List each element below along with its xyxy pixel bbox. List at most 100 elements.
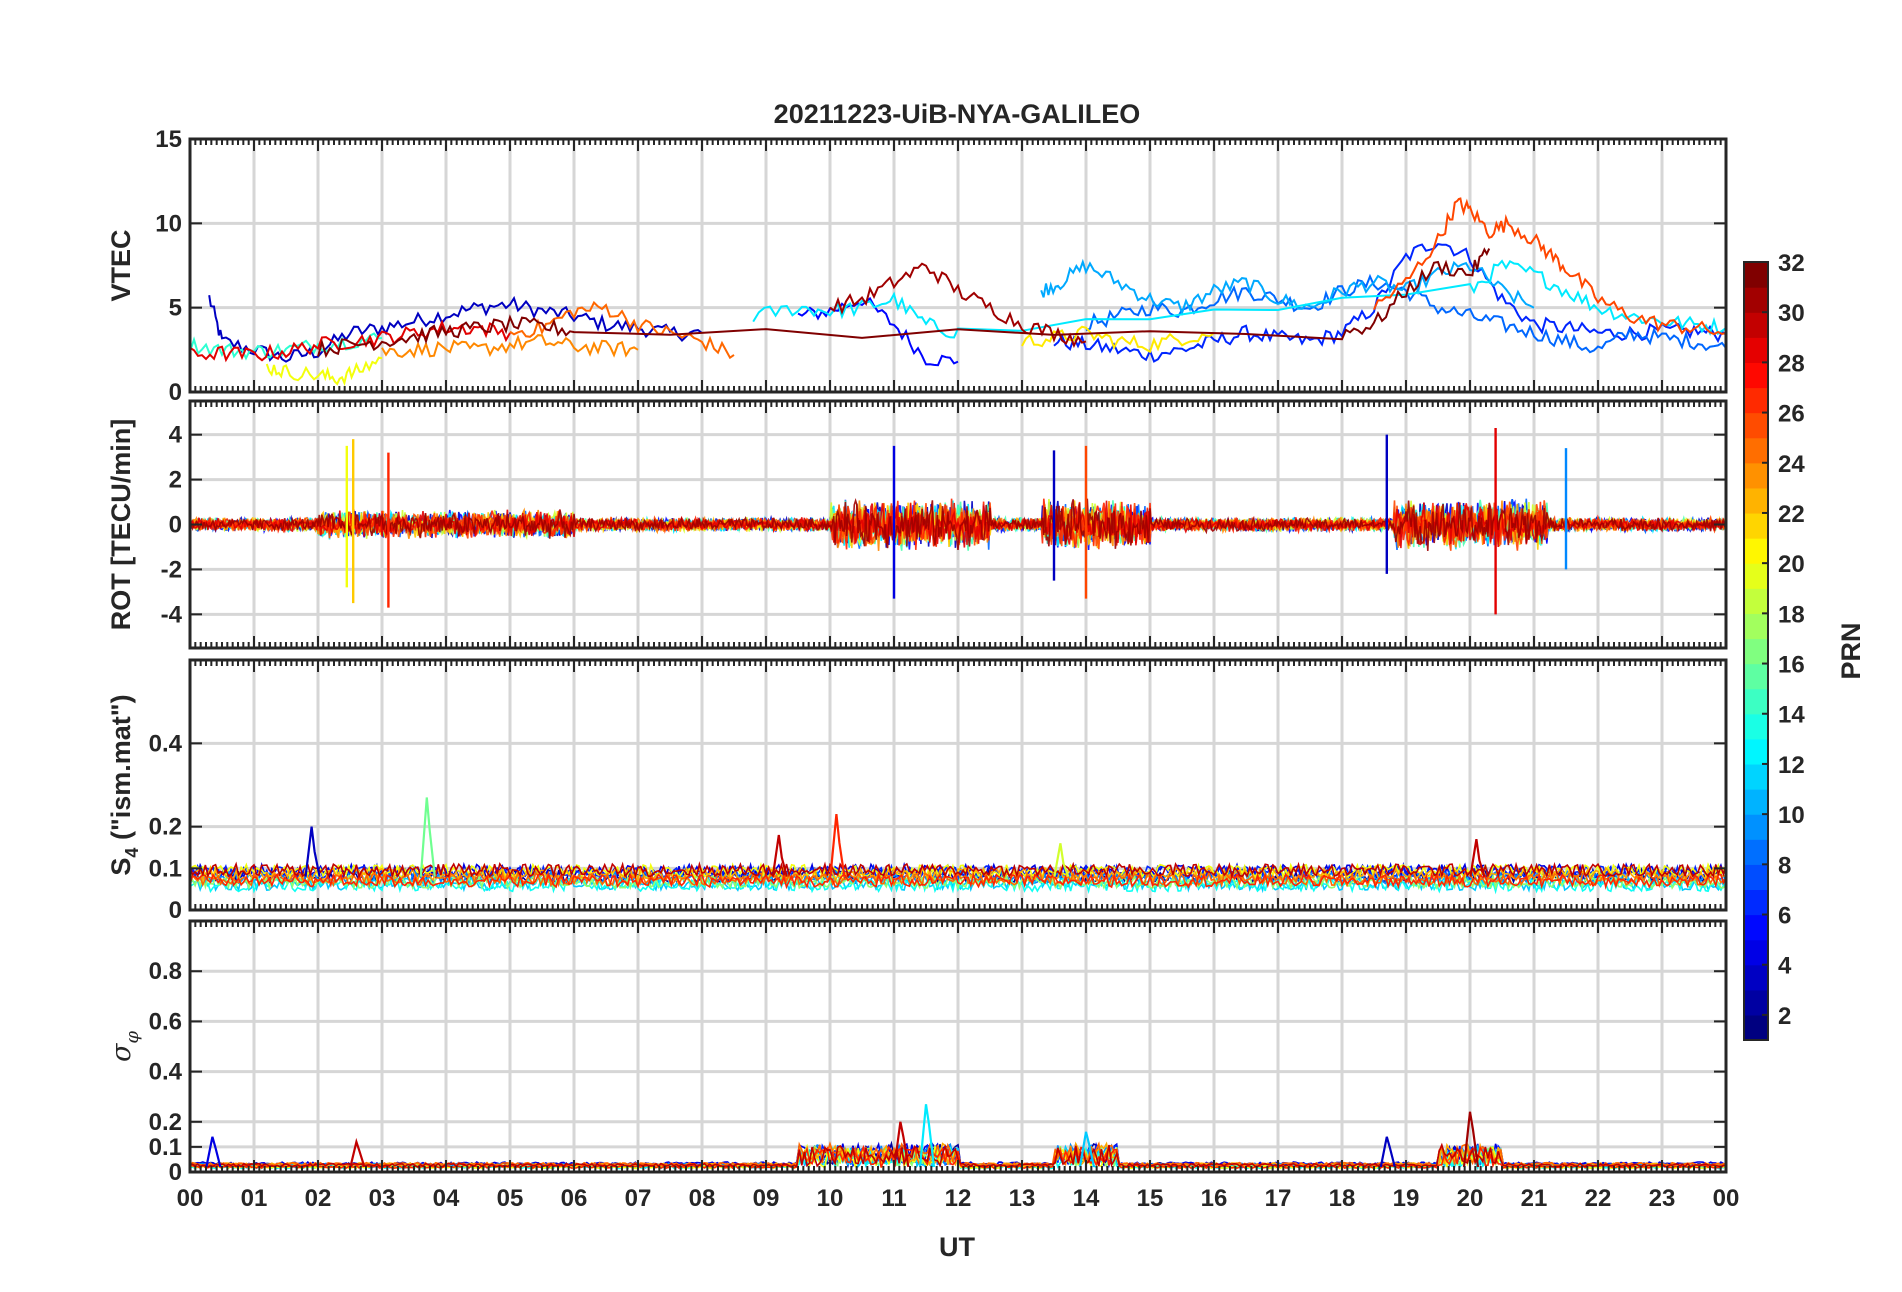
vtec-series-prn-6 [1053, 243, 1726, 363]
colorbar-swatch [1744, 939, 1768, 966]
colorbar-swatch [1744, 1014, 1768, 1041]
colorbar-tick-label: 22 [1778, 501, 1805, 528]
colorbar-tick-label: 12 [1778, 752, 1805, 779]
vtec-series-prn-25 [509, 300, 735, 360]
y-tick-label: 0.4 [149, 1059, 183, 1086]
colorbar-tick-label: 8 [1778, 852, 1791, 879]
ticks-sigma [189, 921, 1727, 1173]
colorbar-swatch [1744, 287, 1768, 313]
colorbar-swatch [1744, 588, 1768, 614]
x-tick-label: 16 [1201, 1185, 1228, 1212]
y-tick-label: 0.6 [149, 1008, 182, 1035]
grid-s4 [188, 660, 1728, 912]
x-tick-label: 22 [1585, 1185, 1612, 1212]
y-tick-label: 0 [169, 379, 182, 406]
y-tick-label: 4 [169, 422, 183, 449]
x-tick-label: 20 [1457, 1185, 1484, 1212]
colorbar-tick-label: 32 [1778, 250, 1805, 277]
colorbar-swatch [1744, 512, 1768, 539]
rot-series-prn-31 [190, 498, 1726, 551]
colorbar-swatch [1744, 312, 1768, 338]
colorbar-tick-label: 14 [1778, 702, 1805, 729]
colorbar-swatch [1744, 914, 1768, 941]
colorbar-swatch [1744, 713, 1768, 740]
sigma-peak-prn-31 [1462, 1111, 1480, 1168]
y-axis-label-rot: ROT [TECU/min] [106, 419, 136, 630]
x-tick-label: 17 [1265, 1185, 1292, 1212]
x-tick-label: 10 [817, 1185, 844, 1212]
vtec-series-prn-5 [797, 296, 959, 367]
colorbar-tick-label: 26 [1778, 401, 1805, 428]
y-tick-label: 0 [169, 897, 182, 924]
x-tick-labels: 00 01 02 03 04 05 06 07 08 09 10 11 12 13 14 15 16 17 18 19… [177, 1185, 1740, 1212]
y-tick-label: 0.2 [149, 1109, 182, 1136]
y-tick-label: 0.1 [149, 1134, 182, 1161]
x-tick-label: 21 [1521, 1185, 1548, 1212]
vtec-series-prn-32 [317, 247, 1491, 359]
y-tick-label: 0.2 [149, 814, 182, 841]
panel-sigma: 00.10.2 0.4 0.6 0.8 σφ [106, 919, 1728, 1186]
colorbar-swatch [1744, 387, 1768, 414]
x-tick-label: 23 [1649, 1185, 1676, 1212]
y-tick-label: 0.1 [149, 855, 182, 882]
sigma-peak-prn-3 [1379, 1136, 1396, 1168]
x-tick-label: 06 [561, 1185, 588, 1212]
colorbar-swatch [1744, 864, 1768, 891]
plot-area-rot [190, 427, 1726, 615]
s4-peak-prn-30 [771, 834, 788, 877]
x-tick-label: 19 [1393, 1185, 1420, 1212]
s4-series-prn-6 [190, 863, 1726, 882]
x-tick-label: 09 [753, 1185, 780, 1212]
vtec-series-prn-3 [208, 295, 703, 363]
s4-peak-prn-16 [419, 797, 436, 877]
y-tick-label: 0 [169, 512, 182, 539]
colorbar-swatch [1744, 412, 1768, 439]
colorbar-swatch [1744, 462, 1768, 489]
colorbar-swatch [1744, 839, 1768, 865]
plot-area-vtec [190, 197, 1726, 387]
colorbar-tick-label: 24 [1778, 451, 1805, 478]
x-axis-label: UT [939, 1232, 975, 1262]
y-tick-label: 0.8 [149, 958, 182, 985]
x-tick-label: 13 [1009, 1185, 1036, 1212]
colorbar-swatch [1744, 763, 1768, 790]
colorbar-swatch [1744, 487, 1768, 514]
colorbar-tick-label: 6 [1778, 903, 1791, 930]
s4-series-prn-27 [190, 871, 1726, 890]
panel-vtec: 0 5 10 15 VTEC [106, 126, 1728, 406]
colorbar-swatch [1744, 889, 1768, 916]
x-tick-label: 11 [881, 1185, 906, 1212]
x-tick-label: 01 [241, 1185, 268, 1212]
plot-area-s4 [190, 797, 1726, 895]
y-tick-label: 10 [155, 210, 182, 237]
colorbar-swatch [1744, 337, 1768, 363]
ticks-s4 [189, 660, 1727, 911]
ticks-rot [189, 401, 1727, 648]
sigma-peak-prn-4 [205, 1136, 222, 1168]
s4-series-prn-30 [190, 861, 1726, 880]
sigma-peak-prn-12 [918, 1104, 936, 1168]
y-tick-label: 0 [169, 1159, 182, 1186]
colorbar-label: PRN [1836, 622, 1866, 679]
y-tick-label: 5 [169, 295, 182, 322]
x-tick-label: 00 [177, 1185, 204, 1212]
chart-title: 20211223-UiB-NYA-GALILEO [774, 99, 1141, 129]
vtec-series-prn-20 [265, 356, 383, 387]
colorbar-swatch [1744, 362, 1768, 389]
x-tick-label: 00 [1713, 1185, 1740, 1212]
colorbar-swatch [1744, 688, 1768, 715]
colorbar-swatch [1744, 262, 1768, 288]
x-tick-label: 04 [433, 1185, 460, 1212]
x-tick-label: 12 [945, 1185, 972, 1212]
x-tick-label: 18 [1329, 1185, 1356, 1212]
y-axis-label-sigma: σφ [106, 1031, 143, 1062]
y-axis-label-s4: S4 ("ism.mat") [106, 694, 142, 875]
x-tick-label: 07 [625, 1185, 652, 1212]
s4-peak-prn-19 [1053, 843, 1070, 878]
colorbar-tick-label: 18 [1778, 601, 1805, 628]
vtec-series-prn-31 [829, 262, 1087, 349]
colorbar-tick-label: 30 [1778, 300, 1805, 327]
y-tick-label: 2 [169, 467, 182, 494]
